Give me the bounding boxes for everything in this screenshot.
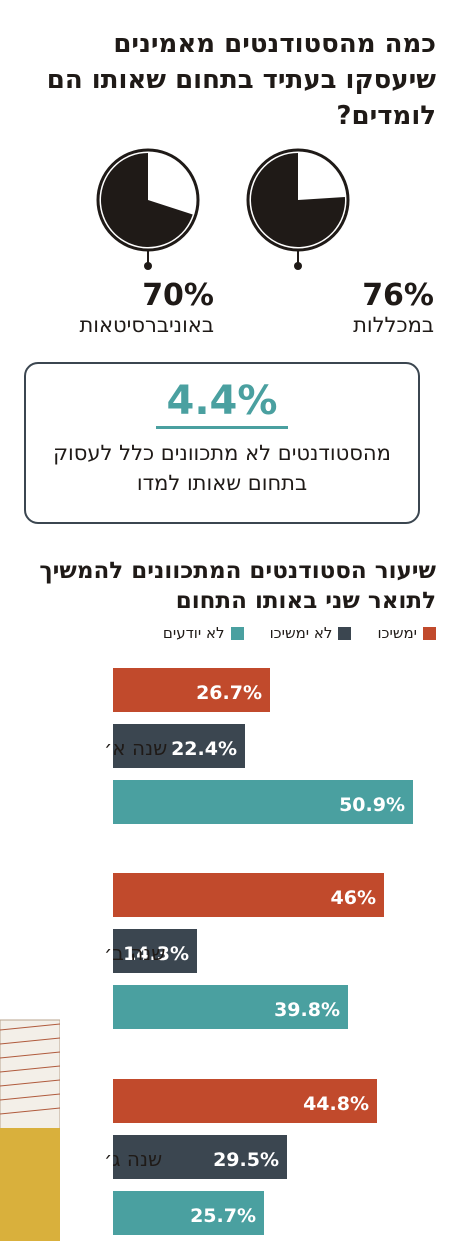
bar-continue-year-2 xyxy=(113,873,384,917)
bar-label-dont-know-year-3: 25.7% xyxy=(190,1205,256,1227)
callout-box: 4.4% מהסטודנטים לא מתכוונים כלל לעסוק בת… xyxy=(24,362,420,524)
pie-universities-chart xyxy=(96,148,200,270)
pie-universities-dot xyxy=(144,262,152,270)
pie-colleges-dot xyxy=(294,262,302,270)
folder-yellow xyxy=(0,1128,60,1241)
bar-not-continue-year-1 xyxy=(113,724,245,768)
callout-value: 4.4% xyxy=(166,378,278,424)
legend-label-continue: ימשיכו xyxy=(377,624,417,642)
bar-label-not-continue-year-1: 22.4% xyxy=(171,738,237,760)
bar-dont-know-year-2 xyxy=(113,985,348,1029)
bar-label-continue-year-2: 46% xyxy=(331,887,376,909)
bar-dont-know-year-3 xyxy=(113,1191,264,1235)
bar-continue-year-1 xyxy=(113,668,270,712)
category-label-year-3: שנה ג׳ xyxy=(104,1147,162,1171)
category-label-year-1: שנה א׳ xyxy=(104,736,167,760)
callout-text: מהסטודנטים לא מתכוונים כלל לעסוק בתחום ש… xyxy=(53,441,391,495)
legend-item-dont-know: לא יודעים xyxy=(163,624,244,642)
bar-continue-year-3 xyxy=(113,1079,377,1123)
bar-not-continue-year-3 xyxy=(113,1135,287,1179)
bar-label-continue-year-3: 44.8% xyxy=(303,1093,369,1115)
legend-swatch-dont-know xyxy=(230,626,244,640)
bar-label-not-continue-year-3: 29.5% xyxy=(213,1149,279,1171)
page-title: כמה מהסטודנטים מאמינים שיעסקו בעתיד בתחו… xyxy=(46,29,436,131)
paper-lines xyxy=(0,1023,60,1115)
bar-label-dont-know-year-2: 39.8% xyxy=(274,999,340,1021)
bar-dont-know-year-1 xyxy=(113,780,413,824)
pie-colleges-label: במכללות xyxy=(353,313,434,337)
pie-colleges-percent: 76% xyxy=(362,278,434,313)
pie-colleges-slice xyxy=(251,153,345,247)
bar-label-dont-know-year-1: 50.9% xyxy=(339,794,405,816)
paper-stack-illustration xyxy=(0,1019,60,1241)
paper-sheet xyxy=(0,1019,60,1131)
bar-label-not-continue-year-2: 14.3% xyxy=(123,943,189,965)
callout-underline xyxy=(156,426,288,429)
legend-label-dont-know: לא יודעים xyxy=(162,624,225,642)
chart-legend: ימשיכו לא ימשיכו לא יודעים xyxy=(163,624,436,642)
legend-swatch-continue xyxy=(423,626,436,640)
legend-item-continue: ימשיכו xyxy=(377,624,436,642)
pie-colleges: 76% במכללות xyxy=(238,140,438,350)
pie-universities-percent: 70% xyxy=(142,278,214,313)
pie-universities-label: באוניברסיטאות xyxy=(79,313,214,337)
bar-not-continue-year-2 xyxy=(113,929,197,973)
pie-colleges-chart xyxy=(246,148,350,270)
legend-item-not-continue: לא ימשיכו xyxy=(270,624,352,642)
bar-label-continue-year-1: 26.7% xyxy=(196,682,262,704)
pie-universities-slice xyxy=(101,153,193,247)
legend-swatch-not-continue xyxy=(338,626,352,640)
category-label-year-2: שנה ב׳ xyxy=(104,941,165,965)
pie-universities: 70% באוניברסיטאות xyxy=(18,140,218,350)
legend-label-not-continue: לא ימשיכו xyxy=(269,624,333,642)
chart-title: שיעור הסטודנטים המתכוונים להמשיך לתואר ש… xyxy=(39,558,436,614)
